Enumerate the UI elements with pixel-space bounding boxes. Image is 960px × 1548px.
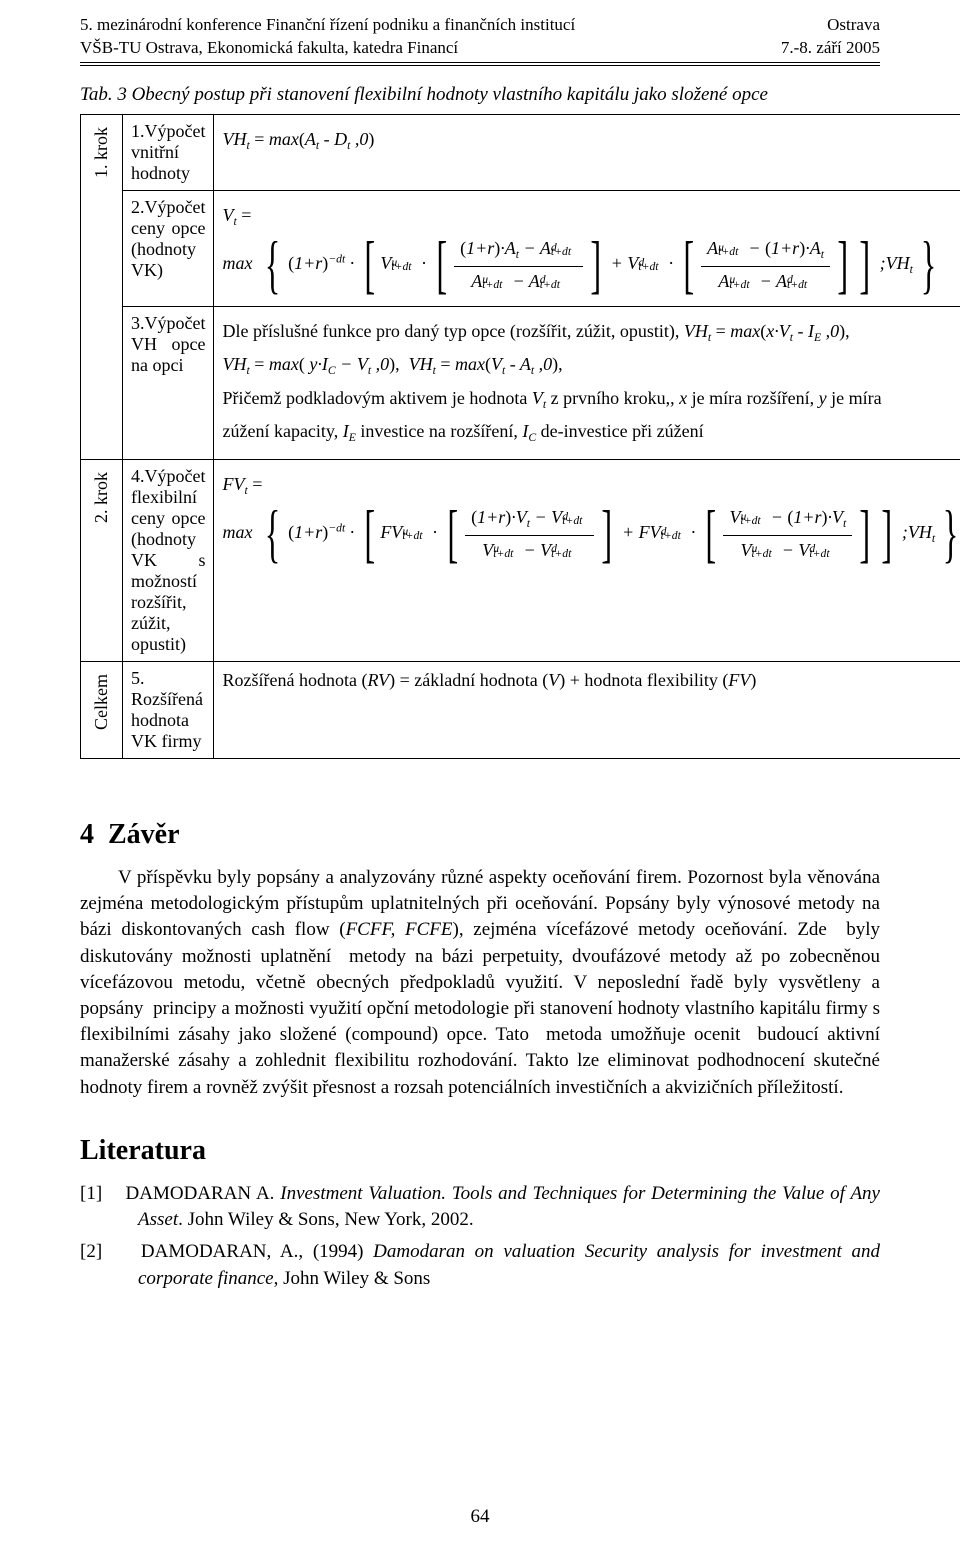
runhead-rules — [80, 62, 880, 66]
step5-text: Rozšířená hodnota (RV) = základní hodnot… — [222, 668, 960, 693]
runhead-right-line2: 7.-8. září 2005 — [781, 37, 880, 60]
equation-fv-max: max { (1+r)−dt · [ FVut+dt · [ — [222, 505, 960, 563]
ref-tail: , John Wiley & Sons — [274, 1268, 431, 1289]
page: 5. mezinárodní konference Finanční řízen… — [0, 0, 960, 1548]
table-row: 2. krok 4.Výpočet flexibilní ceny opce (… — [81, 459, 960, 661]
rowgroup-krok1: 1. krok — [81, 114, 123, 459]
step3-text3d: je míra — [831, 388, 881, 408]
table-row: Celkem 5. Rozšířená hodnota VK firmy Roz… — [81, 661, 960, 758]
step3-line2: VHt = max( y·IC − Vt ,0), VHt = max(Vt -… — [222, 352, 960, 379]
table-row: 3.Výpočet VH opce na opci Dle příslušné … — [81, 307, 960, 460]
procedure-table: 1. krok 1.Výpočet vnitřní hodnoty VHt = … — [80, 114, 960, 759]
reference-1: [1] DAMODARAN A. Investment Valuation. T… — [80, 1181, 880, 1233]
step3-line4: zúžení kapacity, IE investice na rozšíře… — [222, 419, 960, 446]
step-label: 3.Výpočet VH opce na opci — [123, 307, 214, 460]
runhead-left: 5. mezinárodní konference Finanční řízen… — [80, 14, 575, 60]
table-row: 1. krok 1.Výpočet vnitřní hodnoty VHt = … — [81, 114, 960, 190]
reference-2: [2] DAMODARAN, A., (1994) Damodaran on v… — [80, 1239, 880, 1291]
runhead-left-line1: 5. mezinárodní konference Finanční řízen… — [80, 14, 575, 37]
step3-line3: Přičemž podkladovým aktivem je hodnota V… — [222, 386, 960, 413]
ref-author: DAMODARAN A. — [126, 1183, 281, 1204]
section-heading-zaver: 4 Závěr — [80, 819, 880, 851]
step3-text3c: je míra rozšíření, — [692, 388, 819, 408]
running-head: 5. mezinárodní konference Finanční řízen… — [80, 0, 880, 60]
step3-text4c: de-investice při zúžení — [541, 421, 704, 441]
runhead-left-line2: VŠB-TU Ostrava, Ekonomická fakulta, kate… — [80, 37, 575, 60]
step-label: 1.Výpočet vnitřní hodnoty — [123, 114, 214, 190]
step3-line1: Dle příslušné funkce pro daný typ opce (… — [222, 319, 960, 346]
step-label: 5. Rozšířená hodnota VK firmy — [123, 661, 214, 758]
step5-content: Rozšířená hodnota (RV) = základní hodnot… — [214, 661, 960, 758]
ref-author: DAMODARAN, A., (1994) — [141, 1241, 373, 1262]
rowgroup-celkem: Celkem — [81, 661, 123, 758]
section-heading-literatura: Literatura — [80, 1135, 880, 1167]
equation-vt-max: max { (1+r)−dt · [ Vut+dt · [ — [222, 236, 960, 294]
step1-content: VHt = max(At - Dt ,0) — [214, 114, 960, 190]
step3-text4b: investice na rozšíření, — [360, 421, 522, 441]
step-label: 2.Výpočet ceny opce (hodnoty VK) — [123, 190, 214, 306]
ref-num: [2] — [80, 1241, 102, 1262]
ref-tail: . John Wiley & Sons, New York, 2002. — [178, 1209, 474, 1230]
curly-bracket: { (1+r)−dt · [ Vut+dt · [ — [257, 236, 944, 294]
runhead-right-line1: Ostrava — [781, 14, 880, 37]
step4-content: FVt = max { (1+r)−dt · [ FVut+dt · — [214, 459, 960, 661]
rowgroup-krok2: 2. krok — [81, 459, 123, 661]
ref-num: [1] — [80, 1183, 102, 1204]
rowgroup-label: Celkem — [89, 668, 114, 736]
table-row: 2.Výpočet ceny opce (hodnoty VK) Vt = ma… — [81, 190, 960, 306]
step3-text3a: Přičemž podkladovým aktivem je hodnota — [222, 388, 531, 408]
equation-vh: VHt = max(At - Dt ,0) — [222, 127, 960, 154]
equation-fv: FVt = — [222, 472, 960, 499]
page-number: 64 — [0, 1506, 960, 1528]
rowgroup-label: 2. krok — [89, 466, 114, 529]
step-label: 4.Výpočet flexibilní ceny opce (hodnoty … — [123, 459, 214, 661]
equation-vt: Vt = — [222, 203, 960, 230]
step3-text3b: z prvního kroku,, — [551, 388, 679, 408]
step3-content: Dle příslušné funkce pro daný typ opce (… — [214, 307, 960, 460]
step3-text1: Dle příslušné funkce pro daný typ opce (… — [222, 321, 683, 341]
zaver-body: V příspěvku byly popsány a analyzovány r… — [80, 865, 880, 1101]
step2-content: Vt = max { (1+r)−dt · [ Vut+dt · — [214, 190, 960, 306]
step3-text4a: zúžení kapacity, — [222, 421, 342, 441]
table-caption: Tab. 3 Obecný postup při stanovení flexi… — [80, 84, 880, 106]
runhead-right: Ostrava 7.-8. září 2005 — [781, 14, 880, 60]
rowgroup-label: 1. krok — [89, 121, 114, 184]
